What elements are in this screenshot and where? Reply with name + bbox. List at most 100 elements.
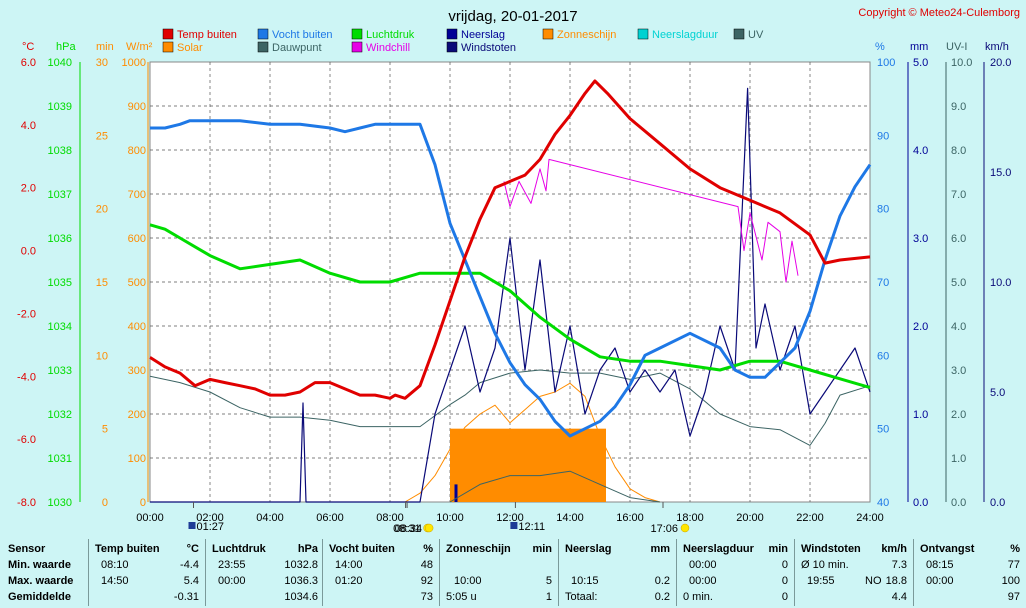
bar-zonneschijn — [450, 428, 606, 502]
axis-tick-label: 0.0 — [913, 497, 928, 509]
axis-tick-label: 90 — [877, 130, 889, 142]
legend-swatch — [446, 41, 458, 53]
axis-tick-label: 1030 — [48, 497, 72, 509]
x-tick-label: 14:00 — [556, 512, 584, 524]
stats-temp-avg: -0.31 — [173, 591, 199, 603]
axis-tick-label: 1034 — [48, 321, 72, 333]
axis-unit-rain_mm: mm — [910, 41, 928, 53]
axis-tick-label: 1036 — [48, 233, 72, 245]
stats-humidity-max-time: 01:20 — [335, 575, 363, 587]
axis-tick-label: 500 — [128, 277, 146, 289]
legend-swatch — [162, 28, 174, 40]
stats-humidity: Vocht buiten % 14:00 48 01:20 92 73 — [323, 537, 439, 608]
marker-time: 12:11 — [518, 521, 545, 533]
stats-received-min: 77 — [1007, 559, 1020, 571]
x-tick-label: 12:00 — [496, 512, 524, 524]
stats-sunshine-max-time: 10:00 — [454, 575, 482, 587]
stats-rain-duration-max: 0 — [781, 575, 788, 587]
x-tick-label: 24:00 — [856, 512, 884, 524]
axis-tick-label: 1035 — [48, 277, 72, 289]
x-axis-labels: 00:00 02:00 04:00 06:00 08:00 10:00 12:00 14:00… — [136, 512, 884, 524]
x-tick-label: 02:00 — [196, 512, 224, 524]
legend-label: Temp buiten — [177, 29, 237, 41]
stats-wind-avg: 4.4 — [891, 591, 907, 603]
stats-rain-duration-total-label: 0 min. — [683, 591, 713, 603]
stats-rain-max-time: 10:15 — [571, 575, 599, 587]
stats-rain-total-label: Totaal: — [565, 591, 598, 603]
stats-received: Ontvangst % 08:15 77 00:00 100 97 — [914, 537, 1024, 608]
column-divider — [88, 539, 89, 606]
legend-swatch — [351, 28, 363, 40]
stats-received-min-time: 08:15 — [926, 559, 954, 571]
stats-pressure-min: 1032.8 — [284, 559, 318, 571]
axis-tick-label: 300 — [128, 365, 146, 377]
column-divider — [794, 539, 795, 606]
axis-tick-label: 0.0 — [951, 497, 966, 509]
x-tick-label: 22:00 — [796, 512, 824, 524]
stats-sunshine-max: 5 — [545, 575, 552, 587]
legend-label: Dauwpunt — [272, 42, 322, 54]
axis-tick-label: 1031 — [48, 453, 72, 465]
bar-layer — [450, 428, 606, 502]
stats-pressure-max: 1036.3 — [284, 575, 318, 587]
axis-tick-label: 600 — [128, 233, 146, 245]
stats-pressure: Luchtdruk hPa 23:55 1032.8 00:00 1036.3 … — [206, 537, 322, 608]
axis-tick-label: 1000 — [122, 57, 146, 69]
moonrise-icon — [188, 522, 196, 529]
stats-humidity-avg: 73 — [420, 591, 433, 603]
series-line-vocht-buiten — [150, 119, 872, 438]
stats-pressure-min-time: 23:55 — [218, 559, 246, 571]
x-tick-label: 06:00 — [316, 512, 344, 524]
axis-tick-label: -8.0 — [17, 497, 36, 509]
stats-temp-max-time: 14:50 — [101, 575, 129, 587]
sun-icon — [424, 523, 434, 533]
axis-tick-label: 20.0 — [990, 57, 1011, 69]
stats-row-max: Max. waarde — [8, 575, 74, 587]
statistics-table: Sensor Min. waarde Max. waarde Gemiddeld… — [0, 537, 1026, 608]
legend-label: Neerslag — [461, 29, 505, 41]
x-tick-label: 08:00 — [376, 512, 404, 524]
series-line-dauwpunt — [149, 369, 871, 446]
column-divider — [322, 539, 323, 606]
axes: °C6.04.02.00.0-2.0-4.0-6.0-8.0hPa1040103… — [17, 41, 1011, 509]
stats-rain-duration-avg: 0 — [781, 591, 788, 603]
stats-wind-max-time: 19:55 — [807, 575, 835, 587]
stats-rain-duration-min: 0 — [781, 559, 788, 571]
legend-label: Vocht buiten — [272, 29, 333, 41]
axis-tick-label: 60 — [877, 350, 889, 362]
axis-tick-label: 0.0 — [990, 497, 1005, 509]
axis-tick-label: -4.0 — [17, 371, 36, 383]
stats-rain-duration-min-time: 00:00 — [689, 559, 717, 571]
axis-tick-label: 50 — [877, 424, 889, 436]
stats-humidity-min-time: 14:00 — [335, 559, 363, 571]
axis-tick-label: -2.0 — [17, 308, 36, 320]
axis-tick-label: 0.0 — [21, 246, 36, 258]
x-tick-label: 10:00 — [436, 512, 464, 524]
stats-received-avg: 97 — [1007, 591, 1020, 603]
legend-swatch — [257, 28, 269, 40]
axis-tick-label: 1.0 — [913, 409, 928, 421]
axis-tick-label: 15 — [96, 277, 108, 289]
axis-tick-label: 6.0 — [21, 57, 36, 69]
stats-rain-unit: mm — [650, 543, 670, 555]
stats-wind-avg-10min-label: Ø 10 min. — [801, 559, 849, 571]
axis-tick-label: 8.0 — [951, 145, 966, 157]
axis-tick-label: 9.0 — [951, 101, 966, 113]
series-line-uv — [449, 470, 661, 503]
axis-tick-label: 7.0 — [951, 189, 966, 201]
axis-tick-label: 5.0 — [913, 57, 928, 69]
legend-label: Solar — [177, 42, 203, 54]
axis-tick-label: 2.0 — [951, 409, 966, 421]
stats-pressure-avg: 1034.6 — [284, 591, 318, 603]
axis-tick-label: 4.0 — [951, 321, 966, 333]
stats-humidity-max: 92 — [420, 575, 433, 587]
axis-tick-label: 20 — [96, 204, 108, 216]
stats-rain-max: 0.2 — [654, 575, 670, 587]
stats-wind-max: 18.8 — [885, 575, 907, 587]
axis-tick-label: -6.0 — [17, 434, 36, 446]
column-divider — [913, 539, 914, 606]
stats-received-unit: % — [1010, 543, 1020, 555]
stats-rain-duration: Neerslagduur min 00:00 0 00:00 0 0 min. … — [677, 537, 794, 608]
axis-tick-label: 0 — [140, 497, 146, 509]
legend-swatch — [733, 28, 745, 40]
